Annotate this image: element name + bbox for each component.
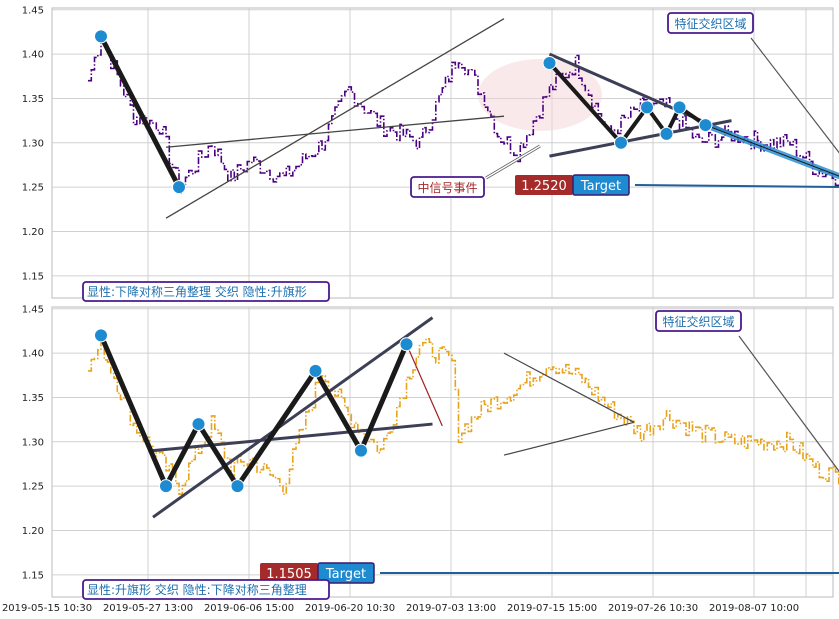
region-pointer [738, 335, 839, 473]
x-tick-label: 2019-06-20 10:30 [305, 603, 395, 614]
channel-line [165, 115, 505, 148]
plot-frame [51, 7, 834, 299]
x-tick-label: 2019-07-26 10:30 [608, 603, 698, 614]
region-label-text: 特征交织区域 [674, 16, 746, 31]
pattern-point [230, 479, 245, 494]
triangle-point [698, 118, 713, 133]
target-value-text: 1.2520 [521, 179, 567, 194]
x-tick-label: 2019-07-03 13:00 [406, 603, 496, 614]
target-label-text: Target [580, 179, 621, 194]
triangle-point [542, 55, 557, 70]
region-pointer [750, 37, 839, 154]
pattern-point [354, 443, 368, 458]
target-arrow [634, 184, 839, 188]
pattern-point [399, 337, 414, 352]
y-tick-label: 1.35 [22, 94, 44, 105]
pattern-legend-box [82, 579, 330, 600]
triangle-point [614, 135, 628, 150]
triangle-point [672, 100, 687, 115]
target-value-box [260, 563, 318, 583]
pattern-point [172, 180, 186, 195]
y-tick-label: 1.30 [22, 138, 44, 149]
y-tick-label: 1.45 [22, 304, 44, 315]
target-value-box [515, 175, 573, 195]
y-tick-label: 1.35 [22, 393, 44, 404]
region-label-text: 特征交织区域 [662, 314, 734, 329]
target-label-text: Target [325, 567, 366, 582]
y-tick-label: 1.15 [22, 570, 44, 581]
pattern-point [191, 417, 206, 432]
target-label-box [317, 562, 375, 584]
target-label-box [572, 174, 630, 196]
y-tick-label: 1.25 [22, 482, 44, 493]
y-tick-label: 1.30 [22, 437, 44, 448]
panel-bottom: 1.45 1.40 1.35 1.30 1.25 1.20 1.15 1.1505 Target… [22, 304, 839, 600]
y-tick-label: 1.40 [22, 349, 44, 360]
forecast-path-core [705, 124, 839, 177]
x-tick-label: 2019-06-06 15:00 [204, 603, 294, 614]
y-tick-label: 1.40 [22, 50, 44, 61]
pattern-legend-text: 显性:下降对称三角整理 交织 隐性:升旗形 [87, 284, 307, 299]
event-label-box [410, 176, 485, 198]
channel-line [152, 316, 434, 519]
triangle-line [503, 352, 635, 423]
pattern-legend-box [82, 281, 330, 302]
pattern-zigzag [98, 35, 182, 189]
panel-top: 1.45 1.40 1.35 1.30 1.25 1.20 1.15 1.2520 Target… [22, 5, 839, 302]
x-tick-label: 2019-07-15 15:00 [507, 603, 597, 614]
y-tick-label: 1.20 [22, 526, 44, 537]
pattern-point [94, 29, 108, 44]
y-tick-label: 1.15 [22, 271, 44, 282]
price-series-line [88, 335, 839, 495]
channel-line [152, 422, 433, 453]
triangle-point [659, 126, 674, 141]
plot-frame [51, 306, 834, 598]
y-tick-label: 1.45 [22, 5, 44, 16]
event-pointer-inner [485, 145, 541, 179]
y-tick-label: 1.25 [22, 183, 44, 194]
channel-line [165, 18, 505, 219]
y-tick-label: 1.20 [22, 227, 44, 238]
pattern-point [308, 363, 323, 378]
region-label-box [667, 12, 754, 34]
x-tick-label: 2019-08-07 10:00 [709, 603, 799, 614]
pattern-point [94, 328, 108, 343]
triangle-highlight [478, 59, 602, 131]
pattern-tail [405, 344, 443, 427]
target-value-text: 1.1505 [266, 567, 312, 582]
pattern-legend-text: 显性:升旗形 交织 隐性:下降对称三角整理 [87, 582, 307, 597]
pattern-point [159, 479, 173, 494]
triangle-line [503, 421, 635, 456]
region-label-box [655, 310, 742, 332]
event-label-text: 中信号事件 [417, 180, 477, 195]
x-tick-label: 2019-05-15 10:30 [2, 603, 92, 614]
x-tick-label: 2019-05-27 13:00 [103, 603, 193, 614]
price-series-line [88, 40, 839, 194]
triangle-point [640, 100, 654, 115]
